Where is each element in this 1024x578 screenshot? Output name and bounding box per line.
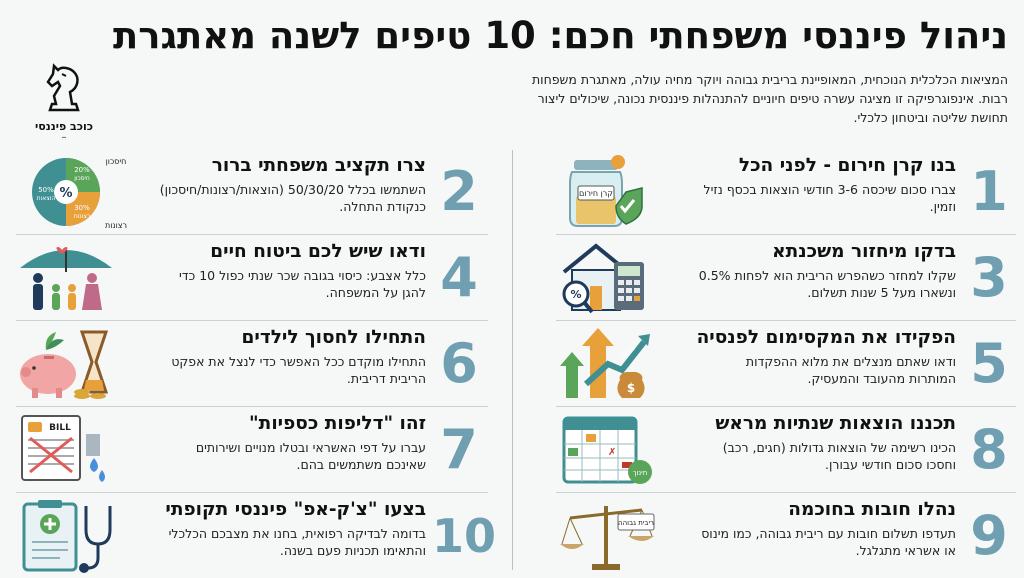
balance-scale-icon: ריבית גבוהה <box>560 506 655 570</box>
tip-card-7: 7 זהו "דליפות כספיות" עברו על דפי האשראי… <box>16 408 488 493</box>
tip-number: 10 <box>432 509 497 563</box>
tip-card-10: 10 בצעו "צ'ק-אפ" פיננסי תקופתי בדומה לבד… <box>16 494 497 578</box>
tip-body: עברו על דפי האשראי ובטלו מנויים ושירותים… <box>195 440 426 472</box>
stethoscope-clipboard-icon <box>22 500 112 573</box>
tip-body: ודאו שאתם מנצלים את מלוא ההפקדות המותרות… <box>745 354 956 386</box>
tip-title: בדקו מיחזור משכנתא <box>772 241 956 262</box>
tip-title: נהלו חובות בחוכמה <box>788 499 956 520</box>
tip-card-8: 8 תכננו הוצאות שנתיות מראש הכינו רשימה ש… <box>556 408 1016 493</box>
bill-leak-icon: BILL <box>21 415 105 482</box>
tip-body: התחילו מוקדם ככל האפשר כדי לנצל את אפקט … <box>171 354 426 386</box>
pie-label-expenses: הוצאות <box>37 195 56 202</box>
tip-number: 6 <box>440 332 478 395</box>
pie-label-wants: רצונות <box>74 213 91 220</box>
tip-number: 2 <box>440 160 478 223</box>
budget-pie-icon: % 20% חיסכון 50% הוצאות 30% רצונות חיסכו… <box>32 157 127 230</box>
tip-card-9: 9 נהלו חובות בחוכמה תעדפו תשלום חובות עם… <box>556 494 1016 578</box>
tip-number: 5 <box>970 332 1008 395</box>
intro-paragraph: המציאות הכלכלית הנוכחית, המאופיינת בריבי… <box>531 72 1008 125</box>
tip-card-3: 3 בדקו מיחזור משכנתא שקלו למחזר כשהפרש ה… <box>556 236 1016 321</box>
tip-number: 3 <box>970 246 1008 309</box>
education-label: חינוך <box>633 469 648 477</box>
tip-body: הכינו רשימה של הוצאות גדולות (חגים, רכב)… <box>722 440 956 472</box>
tip-card-1: 1 בנו קרן חירום - לפני הכל צברו סכום שיכ… <box>556 150 1016 235</box>
tip-title: תכננו הוצאות שנתיות מראש <box>715 413 956 434</box>
tip-card-5: 5 הפקידו את המקסימום לפנסיה ודאו שאתם מנ… <box>556 322 1016 407</box>
pie-outer-label-savings: חיסכון <box>106 157 127 166</box>
svg-text:%: % <box>570 288 581 301</box>
savings-jar-icon: קרן חירום <box>569 155 643 227</box>
svg-text:%: % <box>59 186 72 201</box>
tip-number: 4 <box>440 246 478 309</box>
family-umbrella-icon <box>20 247 112 310</box>
pie-value-wants: 30% <box>74 204 90 212</box>
tip-number: 1 <box>970 160 1008 223</box>
tip-title: זהו "דליפות כספיות" <box>249 413 426 434</box>
svg-text:$: $ <box>627 381 635 395</box>
calendar-icon: ✗ חינוך <box>562 416 652 484</box>
tip-body: שקלו למחזר כשהפרש הריבית הוא לפחות 0.5% … <box>698 268 956 300</box>
logo: כוכב פיננסי – <box>28 62 100 143</box>
piggy-bank-icon <box>20 330 109 399</box>
tip-body: צברו סכום שיכסה 3-6 חודשי הוצאות בכסף נז… <box>703 182 956 214</box>
tip-number: 9 <box>970 504 1008 567</box>
tip-card-2: 2 צרו תקציב משפחתי ברור השתמשו בכלל 50/3… <box>16 150 488 235</box>
house-calculator-icon: % <box>562 243 644 314</box>
jar-label: קרן חירום <box>579 189 613 198</box>
pie-value-savings: 20% <box>74 166 90 174</box>
tip-title: ודאו שיש לכם ביטוח חיים <box>210 241 426 262</box>
tip-title: בנו קרן חירום - לפני הכל <box>738 155 956 176</box>
tip-title: התחילו לחסוך לילדים <box>241 327 426 348</box>
tip-body: השתמשו בכלל 50/30/20 (הוצאות/רצונות/חיסכ… <box>159 182 426 214</box>
pie-outer-label-wants: רצונות <box>105 221 127 230</box>
svg-text:✗: ✗ <box>608 447 616 458</box>
logo-dash: – <box>61 132 67 143</box>
tip-body: תעדפו תשלום חובות עם ריבית גבוהה, כמו מי… <box>701 526 956 558</box>
knight-logo-icon <box>46 63 80 112</box>
pie-label-savings: חיסכון <box>74 175 90 182</box>
tip-title: הפקידו את המקסימום לפנסיה <box>696 327 956 348</box>
high-interest-label: ריבית גבוהה <box>618 519 654 527</box>
pie-value-expenses: 50% <box>38 186 54 194</box>
logo-name: כוכב פיננסי <box>35 120 93 133</box>
tip-title: בצעו "צ'ק-אפ" פיננסי תקופתי <box>165 499 426 520</box>
tip-card-6: 6 התחילו לחסוך לילדים התחילו מוקדם ככל ה… <box>16 322 488 407</box>
tip-body: בדומה לבדיקה רפואית, בחנו את מצבכם הכלכל… <box>168 526 426 558</box>
tip-card-4: 4 ודאו שיש לכם ביטוח חיים כלל אצבע: כיסו… <box>16 236 488 321</box>
bill-label: BILL <box>49 423 71 433</box>
tip-number: 7 <box>440 418 478 481</box>
tip-title: צרו תקציב משפחתי ברור <box>211 155 426 176</box>
column-divider <box>512 150 513 570</box>
tip-number: 8 <box>970 418 1008 481</box>
tip-body: כלל אצבע: כיסוי בגובה שכר שנתי כפול 10 כ… <box>179 268 426 300</box>
growth-arrows-icon: פנסיה $ <box>560 328 650 398</box>
page-title: ניהול פיננסי משפחתי חכם: 10 טיפים לשנה מ… <box>112 14 1008 57</box>
